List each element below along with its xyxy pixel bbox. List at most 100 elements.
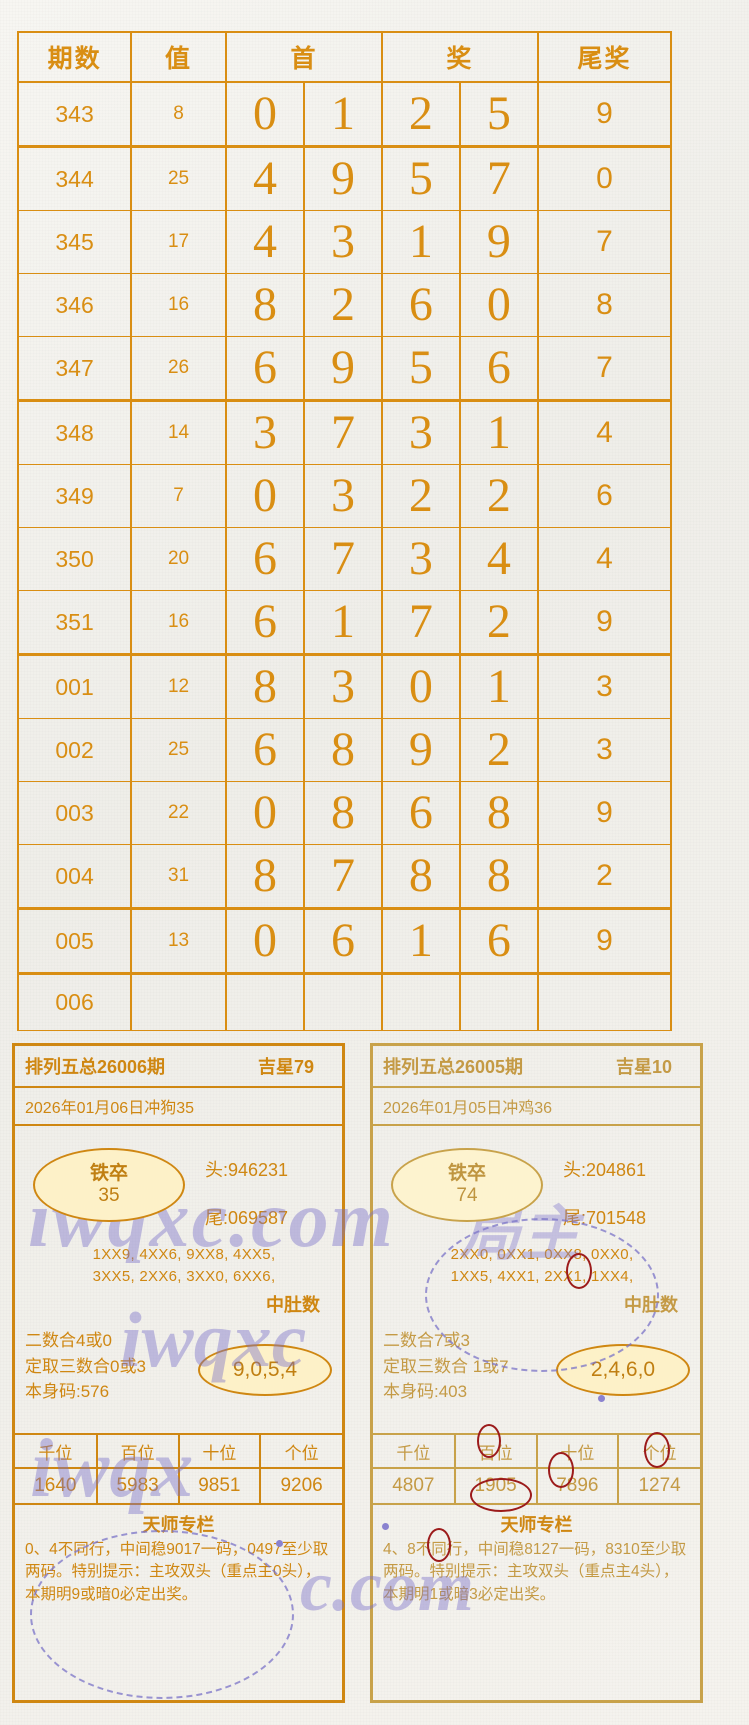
cell-value: 26 [130, 336, 227, 401]
cell-period: 347 [16, 336, 133, 401]
cell-period: 345 [16, 210, 133, 274]
table-row: 004 31 8 7 8 8 2 [16, 844, 673, 909]
cell-digit-1 [224, 972, 305, 1031]
left-xx-row-2: 3XX5, 2XX6, 3XX0, 6XX6, [92, 1268, 276, 1285]
cell-digit-1: 8 [224, 653, 305, 719]
left-head-line: 头:946231 [205, 1160, 289, 1180]
decorative-dot [598, 1395, 605, 1402]
table-header-row: 期数 值 首 奖 尾奖 [16, 31, 673, 83]
right-panel-header: 排列五总26005期 吉星10 [373, 1046, 700, 1086]
right-digit-value-shi: 7896 [535, 1468, 619, 1505]
cell-digit-4: 6 [458, 907, 539, 974]
cell-tail: 3 [536, 653, 673, 719]
right-xx-row-1: 2XX0, 0XX1, 0XX8, 0XX0, [450, 1246, 634, 1263]
left-belly-value-ellipse: 9,0,5,4 [198, 1344, 332, 1396]
cell-digit-1: 8 [224, 273, 305, 337]
divider [15, 1124, 342, 1126]
cell-digit-4: 1 [458, 399, 539, 465]
cell-tail: 8 [536, 273, 673, 337]
right-panel-middle: 铁卒 74 头:204861 尾:701548 2XX0, 0XX1, 0XX8… [373, 1126, 700, 1326]
cell-value: 14 [130, 399, 227, 465]
cell-period: 346 [16, 273, 133, 337]
cell-digit-2: 7 [302, 399, 383, 465]
table-row: 350 20 6 7 3 4 4 [16, 527, 673, 591]
cell-digit-3: 0 [380, 653, 461, 719]
cell-tail: 4 [536, 527, 673, 591]
cell-digit-2: 9 [302, 336, 383, 401]
right-panel-title: 排列五总26005期 [383, 1057, 524, 1077]
cell-digit-3: 3 [380, 399, 461, 465]
table-body: 343 8 0 1 2 5 9 344 25 4 9 5 7 0 345 17 4 3 1 9 7 346 16 8 2 6 0 8 3… [16, 81, 673, 1031]
right-digit-header-qian: 千位 [373, 1433, 455, 1469]
table-row: 002 25 6 8 9 2 3 [16, 718, 673, 782]
right-self-code: 本身码:403 [383, 1382, 468, 1401]
right-panel-sums: 二数合7或3 定取三数合 1或7 本身码:403 2,4,6,0 [373, 1326, 700, 1433]
cell-digit-4: 9 [458, 210, 539, 274]
right-badge-ellipse: 铁卒 74 [391, 1148, 543, 1222]
decorative-dot [276, 1540, 283, 1547]
right-badge-label: 铁卒 [447, 1163, 486, 1185]
header-tail-prize: 尾奖 [536, 31, 673, 83]
left-panel-lucky: 吉星79 [257, 1057, 314, 1077]
cell-digit-4: 2 [458, 718, 539, 782]
cell-digit-3: 2 [380, 464, 461, 528]
cell-period: 343 [16, 81, 133, 147]
right-note: 4、8不同行，中间稳8127一码，8310至少取两码。特别提示：主攻双头（重点主… [383, 1541, 687, 1603]
right-digit-header-row: 千位 百位 十位 个位 [373, 1433, 700, 1469]
left-digit-header-row: 千位 百位 十位 个位 [15, 1433, 342, 1469]
cell-value: 20 [130, 527, 227, 591]
left-panel-date: 2026年01月06日冲狗35 [25, 1100, 194, 1117]
cell-tail: 7 [536, 336, 673, 401]
cell-digit-2: 7 [302, 844, 383, 909]
cell-digit-3: 1 [380, 907, 461, 974]
cell-digit-4: 4 [458, 527, 539, 591]
left-self-code: 本身码:576 [25, 1382, 110, 1401]
table-row: 003 22 0 8 6 8 9 [16, 781, 673, 845]
cell-digit-2: 1 [302, 81, 383, 147]
right-belly-label: 中肚数 [624, 1295, 678, 1315]
left-digit-value-bai: 5983 [95, 1468, 179, 1505]
right-xx-row-2: 1XX5, 4XX1, 2XX1, 1XX4, [450, 1268, 634, 1285]
cell-digit-2: 8 [302, 718, 383, 782]
cell-digit-2: 3 [302, 653, 383, 719]
divider [15, 1086, 342, 1088]
forecast-panel-right: 排列五总26005期 吉星10 2026年01月05日冲鸡36 铁卒 74 头:… [370, 1043, 703, 1703]
left-xx-row-1: 1XX9, 4XX6, 9XX8, 4XX5, [92, 1246, 276, 1263]
cell-tail: 9 [536, 81, 673, 147]
cell-value: 25 [130, 145, 227, 211]
forecast-panel-left: 排列五总26006期 吉星79 2026年01月06日冲狗35 铁卒 35 头:… [12, 1043, 345, 1703]
cell-value: 16 [130, 273, 227, 337]
header-first-prize-2: 奖 [380, 31, 539, 83]
divider [373, 1124, 700, 1126]
left-digit-table: 千位 百位 十位 个位 1640 5983 9851 9206 [15, 1433, 342, 1505]
right-panel-lucky: 吉星10 [615, 1057, 672, 1077]
cell-value: 25 [130, 718, 227, 782]
cell-tail: 7 [536, 210, 673, 274]
table-header: 期数 值 首 奖 尾奖 [16, 31, 673, 83]
right-digit-value-row: 4807 1905 7896 1274 [373, 1468, 700, 1505]
cell-digit-3: 1 [380, 210, 461, 274]
right-digit-header-ge: 个位 [617, 1433, 700, 1469]
cell-period: 001 [16, 653, 133, 719]
left-digit-value-qian: 1640 [15, 1468, 97, 1505]
right-digit-table: 千位 百位 十位 个位 4807 1905 7896 1274 [373, 1433, 700, 1505]
cell-digit-4: 6 [458, 336, 539, 401]
cell-value: 16 [130, 590, 227, 655]
cell-tail: 2 [536, 844, 673, 909]
cell-period: 348 [16, 399, 133, 465]
table-row: 006 [16, 972, 673, 1031]
cell-period: 004 [16, 844, 133, 909]
right-digit-value-bai: 1905 [453, 1468, 537, 1505]
cell-digit-3: 7 [380, 590, 461, 655]
left-note: 0、4不同行，中间稳9017一码，0497至少取两码。特别提示：主攻双头（重点主… [25, 1541, 329, 1603]
cell-period: 005 [16, 907, 133, 974]
cell-period: 006 [16, 972, 133, 1031]
left-panel-title: 排列五总26006期 [25, 1057, 166, 1077]
cell-tail: 3 [536, 718, 673, 782]
cell-digit-1: 8 [224, 844, 305, 909]
cell-digit-2 [302, 972, 383, 1031]
cell-digit-1: 6 [224, 590, 305, 655]
cell-digit-1: 0 [224, 464, 305, 528]
cell-tail: 4 [536, 399, 673, 465]
